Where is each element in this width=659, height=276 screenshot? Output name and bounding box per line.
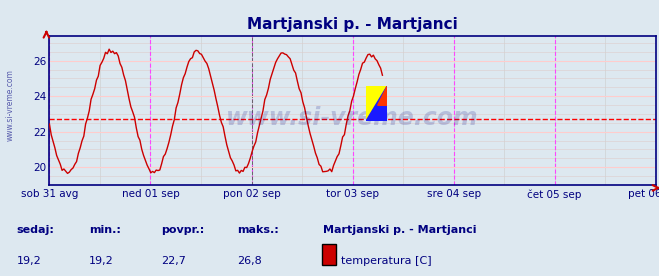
Text: maks.:: maks.:	[237, 225, 279, 235]
Polygon shape	[366, 86, 387, 121]
Text: 19,2: 19,2	[16, 256, 42, 266]
Text: www.si-vreme.com: www.si-vreme.com	[5, 69, 14, 141]
Text: 19,2: 19,2	[89, 256, 114, 266]
Polygon shape	[366, 86, 387, 121]
Title: Martjanski p. - Martjanci: Martjanski p. - Martjanci	[247, 17, 458, 32]
Text: sedaj:: sedaj:	[16, 225, 54, 235]
Text: temperatura [C]: temperatura [C]	[341, 256, 432, 266]
Text: www.si-vreme.com: www.si-vreme.com	[226, 106, 479, 130]
Polygon shape	[378, 86, 387, 105]
Text: min.:: min.:	[89, 225, 121, 235]
Text: 22,7: 22,7	[161, 256, 186, 266]
Text: Martjanski p. - Martjanci: Martjanski p. - Martjanci	[323, 225, 476, 235]
Text: povpr.:: povpr.:	[161, 225, 205, 235]
Text: 26,8: 26,8	[237, 256, 262, 266]
